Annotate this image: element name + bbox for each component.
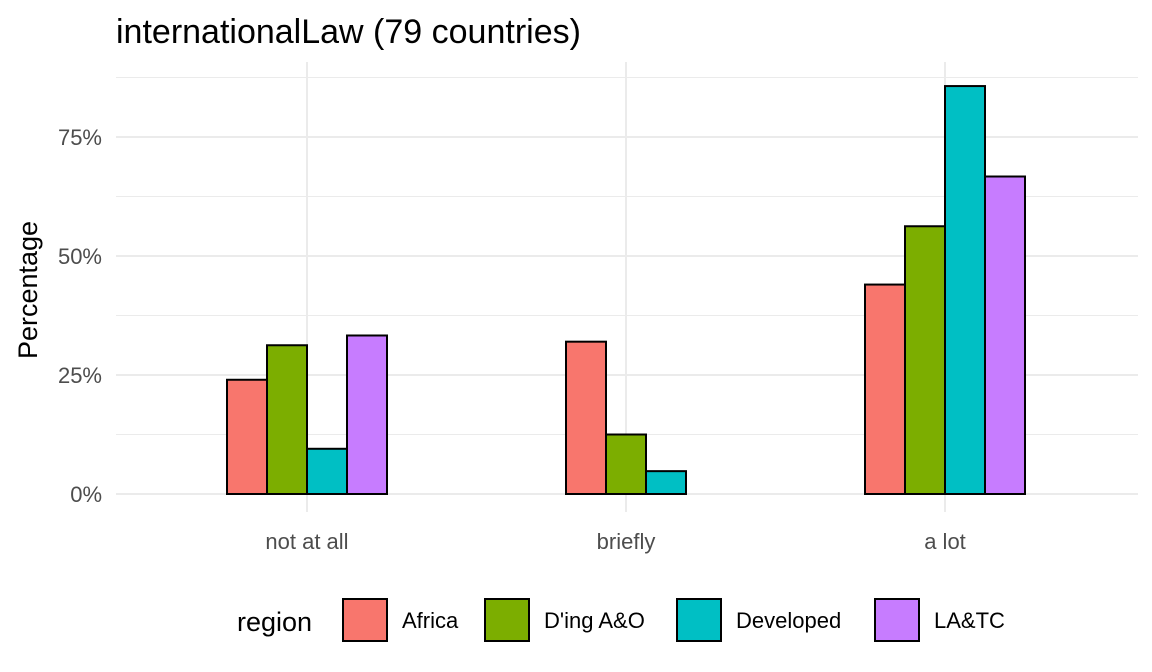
legend-label: D'ing A&O [544, 608, 645, 633]
bars [226, 85, 1026, 496]
y-tick-label: 75% [58, 125, 102, 150]
y-tick-label: 50% [58, 244, 102, 269]
legend-label: Africa [402, 608, 459, 633]
y-tick-label: 25% [58, 363, 102, 388]
bar [864, 283, 906, 495]
legend-key [676, 598, 722, 642]
bar [944, 85, 986, 496]
bar [266, 344, 308, 495]
y-tick-label: 0% [70, 482, 102, 507]
bar [645, 470, 687, 496]
legend-label: Developed [736, 608, 841, 633]
x-tick-label: a lot [924, 529, 966, 554]
legend-title: region [237, 607, 312, 637]
bar [904, 225, 946, 495]
bar [565, 340, 607, 495]
legend: region Africa D'ing A&O Developed LA&TC [237, 598, 1005, 642]
x-axis-ticks: not at all briefly a lot [265, 529, 965, 554]
legend-label: LA&TC [934, 608, 1005, 633]
x-tick-label: briefly [597, 529, 656, 554]
y-axis-title: Percentage [13, 221, 43, 359]
bar [346, 334, 388, 495]
legend-key [342, 598, 388, 642]
bar [306, 447, 348, 495]
legend-key [484, 598, 530, 642]
bar [226, 378, 268, 496]
bar [605, 433, 647, 495]
legend-key [874, 598, 920, 642]
bar [984, 175, 1026, 495]
y-axis-ticks: 0% 25% 50% 75% [58, 125, 102, 507]
chart-title: internationalLaw (79 countries) [116, 13, 581, 51]
x-tick-label: not at all [265, 529, 348, 554]
